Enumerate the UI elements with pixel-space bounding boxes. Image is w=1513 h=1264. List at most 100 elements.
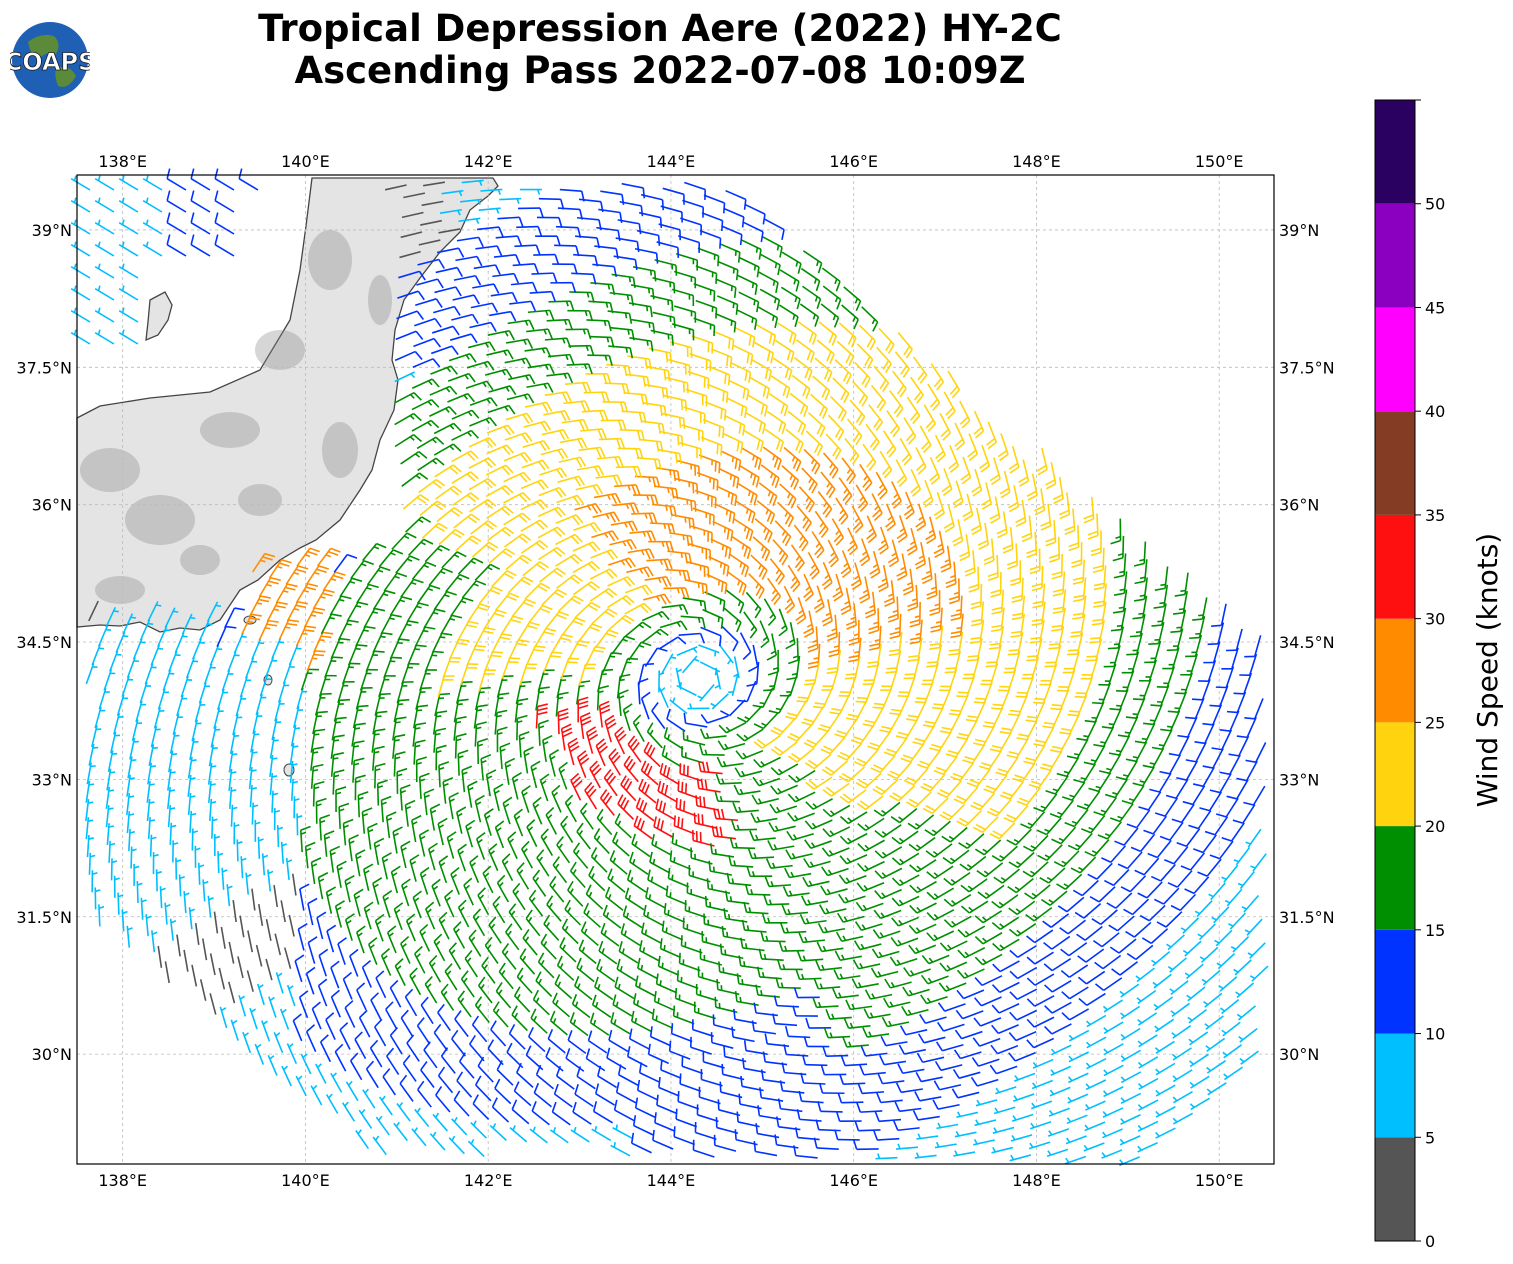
wind-barb bbox=[546, 895, 562, 922]
wind-barb bbox=[483, 808, 494, 836]
wind-barb bbox=[108, 840, 116, 863]
wind-barb bbox=[1060, 964, 1089, 978]
wind-barb bbox=[610, 1012, 631, 1035]
wind-barb bbox=[715, 1117, 739, 1135]
wind-barb bbox=[712, 330, 735, 351]
wind-barb bbox=[214, 234, 235, 257]
wind-barb bbox=[1093, 583, 1108, 608]
wind-barb bbox=[1214, 929, 1233, 947]
wind-barb bbox=[505, 923, 520, 951]
wind-barb bbox=[452, 294, 480, 305]
wind-barb bbox=[843, 286, 862, 311]
wind-barb bbox=[726, 872, 752, 887]
wind-barb bbox=[427, 842, 438, 871]
wind-barb bbox=[736, 705, 763, 723]
wind-barb bbox=[906, 791, 932, 808]
wind-barb bbox=[702, 608, 724, 629]
wind-barb bbox=[169, 731, 180, 754]
wind-barb bbox=[594, 976, 614, 1001]
wind-barb bbox=[659, 762, 680, 786]
wind-barb bbox=[986, 798, 1012, 817]
wind-barb bbox=[394, 412, 422, 426]
wind-barb bbox=[834, 718, 858, 739]
wind-barb bbox=[787, 747, 815, 763]
wind-barb bbox=[607, 310, 633, 324]
wind-barb bbox=[118, 285, 139, 301]
wind-barb bbox=[909, 601, 921, 628]
wind-barb bbox=[486, 444, 515, 456]
wind-barb bbox=[754, 518, 773, 543]
wind-barb bbox=[232, 713, 243, 736]
wind-barb bbox=[400, 450, 428, 465]
wind-barb bbox=[563, 400, 590, 412]
wind-barb bbox=[783, 585, 796, 614]
wind-barb bbox=[753, 711, 779, 730]
wind-barb bbox=[213, 707, 224, 729]
wind-barb bbox=[508, 1024, 526, 1050]
wind-barb bbox=[756, 966, 782, 980]
wind-barb bbox=[488, 385, 517, 396]
wind-barb bbox=[1219, 998, 1240, 1015]
wind-barb bbox=[487, 330, 515, 341]
wind-barb bbox=[527, 1026, 546, 1053]
wind-barb bbox=[113, 875, 120, 898]
wind-barb bbox=[691, 335, 714, 354]
wind-barb bbox=[477, 976, 493, 1004]
wind-barb bbox=[907, 637, 923, 662]
wind-barb bbox=[899, 438, 912, 466]
wind-barb bbox=[430, 365, 458, 375]
wind-barb bbox=[939, 669, 958, 692]
wind-barb bbox=[967, 433, 979, 462]
wind-barb bbox=[695, 795, 719, 811]
wind-barb bbox=[895, 719, 919, 740]
lat-tick-left-3: 34.5°N bbox=[16, 633, 72, 652]
wind-barb bbox=[1049, 799, 1074, 819]
wind-barb bbox=[382, 1068, 397, 1096]
colorbar-label: Wind Speed (knots) bbox=[1471, 533, 1504, 807]
wind-barb bbox=[545, 1047, 564, 1072]
wind-barb bbox=[608, 614, 635, 631]
wind-barb bbox=[351, 740, 365, 765]
wind-barb bbox=[791, 374, 811, 399]
wind-barb bbox=[555, 225, 582, 238]
wind-barb bbox=[1192, 597, 1208, 621]
wind-barb bbox=[731, 536, 752, 560]
wind-barb bbox=[451, 1029, 466, 1057]
wind-barb bbox=[850, 724, 875, 745]
wind-barb bbox=[612, 994, 633, 1017]
wind-barb bbox=[748, 573, 765, 599]
wind-barb bbox=[372, 1135, 387, 1156]
wind-barb bbox=[1026, 473, 1038, 501]
wind-barb bbox=[799, 913, 827, 925]
wind-barb bbox=[753, 756, 781, 768]
wind-barb bbox=[1126, 944, 1154, 961]
wind-barb bbox=[310, 763, 324, 789]
wind-barb bbox=[183, 891, 190, 914]
wind-barb bbox=[331, 716, 347, 741]
wind-barb bbox=[358, 1108, 373, 1129]
wind-barb bbox=[469, 1034, 485, 1062]
wind-barb bbox=[438, 911, 450, 940]
map-subtitle: Ascending Pass 2022-07-08 10:09Z bbox=[294, 49, 1026, 92]
wind-barb bbox=[451, 1116, 468, 1136]
wind-barb bbox=[305, 1024, 317, 1052]
wind-barb bbox=[682, 597, 707, 612]
wind-barb bbox=[419, 669, 437, 692]
wind-barb bbox=[433, 422, 462, 435]
wind-barb bbox=[589, 568, 618, 580]
wind-barb bbox=[889, 694, 910, 716]
wind-barb bbox=[541, 429, 570, 441]
wind-barb bbox=[897, 331, 913, 359]
terrain-patch-6 bbox=[95, 576, 145, 604]
wind-barb bbox=[1160, 710, 1181, 732]
wind-barb bbox=[1084, 701, 1105, 723]
wind-barb bbox=[444, 963, 458, 991]
wind-barb bbox=[1204, 1015, 1224, 1030]
colorbar-tick-8: 40 bbox=[1425, 402, 1445, 421]
wind-barb bbox=[1064, 508, 1076, 536]
wind-barb bbox=[431, 632, 453, 654]
wind-barb bbox=[147, 816, 156, 840]
wind-barb bbox=[659, 938, 682, 959]
wind-barb bbox=[252, 712, 263, 734]
wind-barb bbox=[820, 736, 846, 755]
